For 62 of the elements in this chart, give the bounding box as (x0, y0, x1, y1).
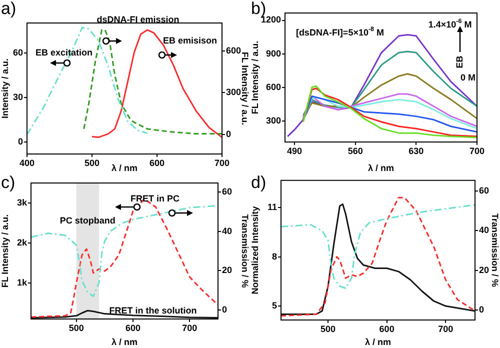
x-tick-label: 700 (182, 322, 198, 333)
y-tick-label: 1k (16, 277, 28, 288)
y-axis-title: FL Intensity / a.u. (250, 40, 260, 114)
chart-title: d) (251, 173, 266, 192)
y2-axis-title: Transmission / % (490, 213, 500, 287)
x-tick-label: 630 (408, 146, 424, 156)
y2-tick-label: 60 (479, 185, 490, 196)
y2-axis-title: Transmission / % (240, 214, 250, 288)
y-tick-label: 11 (267, 202, 277, 212)
annotation: 0 M (460, 72, 476, 82)
y2-tick-label: 0 (226, 128, 232, 139)
y-tick-label: 8 (272, 251, 277, 262)
annotation: EB excitation (35, 47, 93, 58)
y-tick-label: 60 (12, 47, 23, 58)
x-tick-label: 700 (469, 146, 485, 156)
y2-tick-label: 40 (222, 226, 232, 236)
annotation: dsDNA-FI emission (96, 14, 180, 24)
y2-tick-label: 600 (226, 45, 242, 56)
chart-title: a) (1, 0, 16, 18)
x-axis-title: λ / nm (368, 163, 394, 174)
y-axis-title: Intensity / a.u. (0, 58, 10, 119)
y2-tick-label: 60 (222, 186, 232, 196)
band-label: PC stopband (60, 216, 116, 226)
x-tick-label: 500 (84, 158, 100, 168)
chart-title: c) (1, 173, 16, 192)
y-axis-title: FL Intensity / a.u. (0, 214, 10, 288)
y2-tick-label: 20 (479, 264, 490, 275)
x-tick-label: 600 (379, 324, 394, 334)
x-tick-label: 490 (287, 146, 302, 156)
y2-tick-label: 40 (479, 225, 490, 236)
y2-axis-title: FL Intensity / a.u. (240, 52, 250, 126)
x-tick-label: 560 (348, 146, 363, 156)
line-series (281, 204, 475, 289)
chart-title: b) (251, 0, 266, 18)
annotation: EB (454, 55, 464, 68)
y-axis-title: Normalized Intensity (250, 206, 260, 294)
line-series (27, 26, 148, 136)
x-tick-label: 700 (438, 324, 454, 334)
y-tick-label: 2k (16, 237, 28, 248)
x-tick-label: 600 (125, 322, 141, 333)
x-tick-label: 500 (68, 322, 84, 333)
x-axis-title: λ / nm (364, 337, 392, 348)
annotation: FRET in PC (130, 193, 180, 204)
annotation: FRET in the solution (109, 305, 197, 316)
x-axis-title: λ / nm (111, 337, 138, 348)
y-tick-label: 3k (16, 197, 28, 208)
y-tick-label: 5 (272, 300, 277, 311)
y-tick-label: 30 (12, 92, 23, 102)
y2-tick-label: 0 (479, 304, 484, 315)
y-tick-label: 900 (266, 48, 281, 58)
annotation: EB emisison (162, 35, 218, 46)
x-tick-label: 400 (19, 158, 35, 168)
y2-tick-label: 0 (222, 304, 228, 315)
y2-tick-label: 20 (222, 265, 232, 276)
y-tick-label: 300 (266, 115, 281, 126)
x-tick-label: 600 (149, 158, 165, 168)
x-tick-label: 700 (214, 158, 230, 168)
x-tick-label: 500 (320, 324, 336, 334)
y-tick-label: 600 (266, 82, 281, 92)
y2-tick-label: 300 (226, 87, 242, 98)
x-axis-title: λ / nm (111, 163, 138, 174)
y-tick-label: 0 (18, 136, 23, 147)
